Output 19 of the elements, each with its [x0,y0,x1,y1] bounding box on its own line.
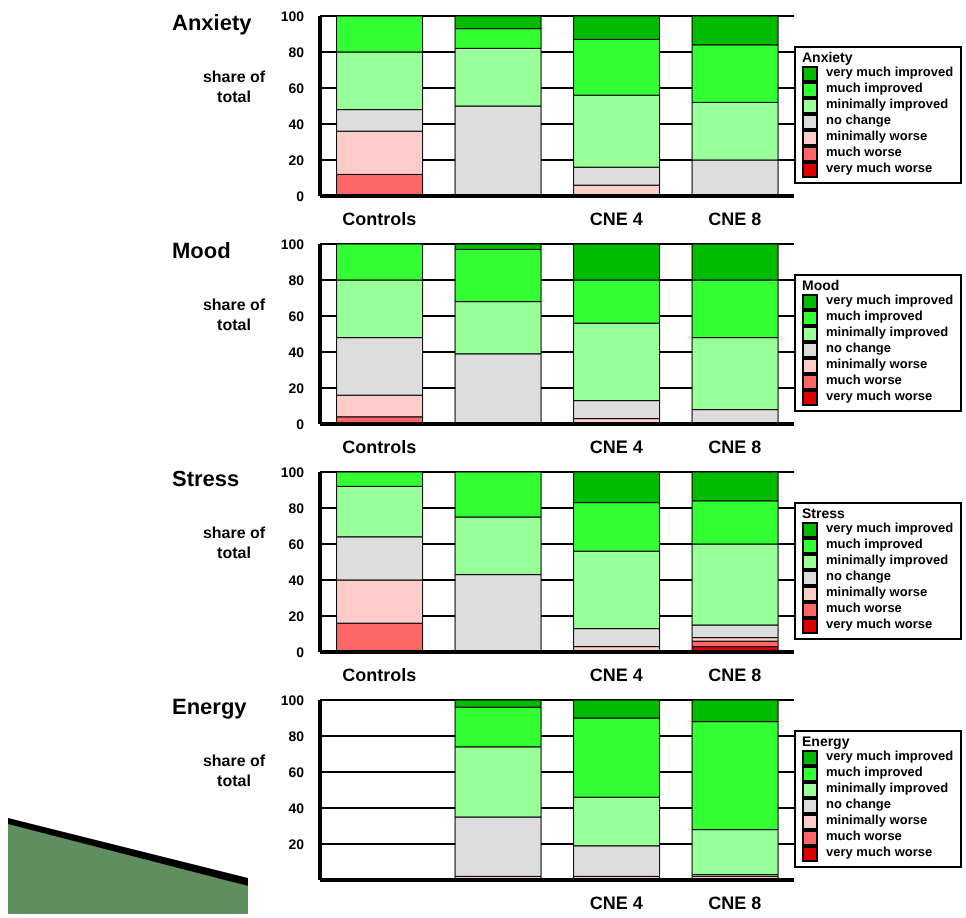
x-tick-label: CNE 8 [708,436,762,457]
x-tick-label: Controls [342,664,417,685]
x-tick-label: CNE 4 [589,664,643,685]
y-axis-title: share of total [200,524,268,564]
chart-title: Stress [172,468,240,492]
y-axis-title: share of total [200,752,268,792]
chart-title: Mood [172,240,231,264]
chart-title: Anxiety [172,12,252,36]
y-axis-title: share of total [200,296,268,336]
x-tick-label: Controls [342,208,417,229]
chart-title: Energy [172,696,247,720]
y-axis-title: share of total [200,68,268,108]
x-tick-label: CNE 8 [708,892,762,913]
x-tick-label: Controls [342,436,417,457]
x-tick-label: CNE 8 [708,664,762,685]
x-tick-label: CNE 4 [589,892,643,913]
x-tick-label: CNE 8 [708,208,762,229]
x-tick-label: CNE 4 [589,208,643,229]
x-tick-label: CNE 4 [589,436,643,457]
